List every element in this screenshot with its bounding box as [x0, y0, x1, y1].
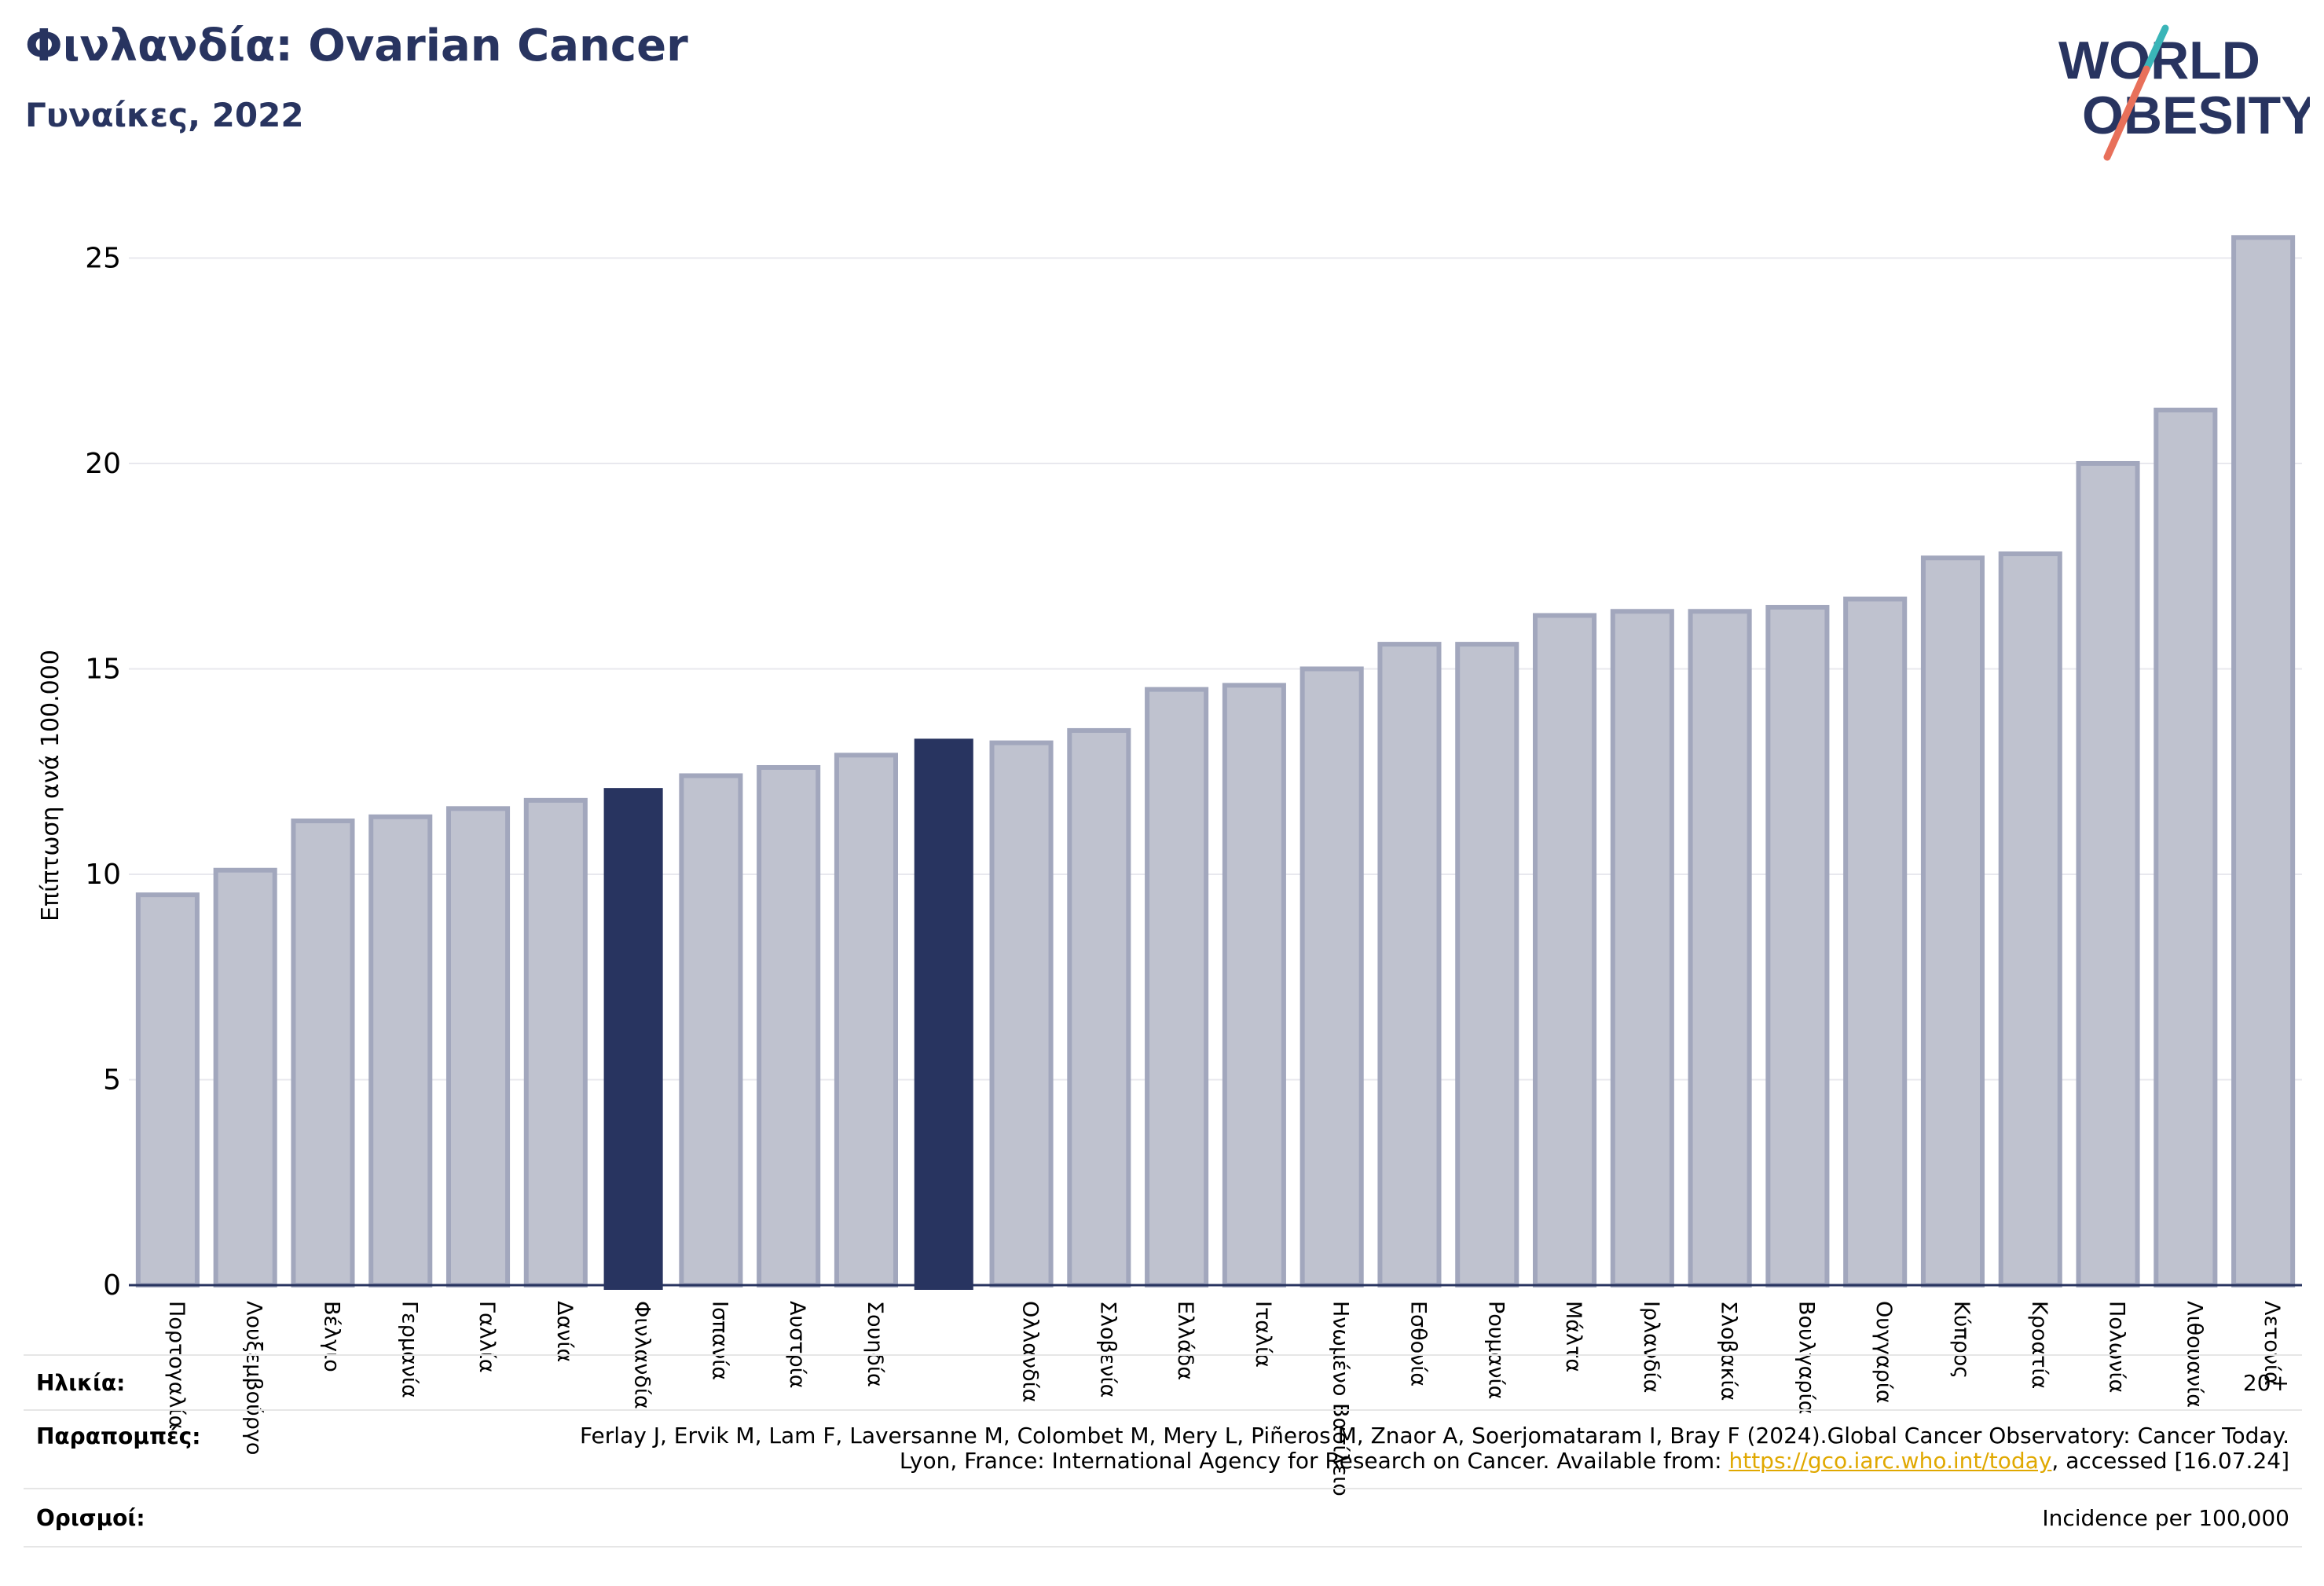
bar-Ολλανδία	[989, 740, 1054, 1287]
footer-divider-top	[24, 1354, 2302, 1356]
bar-Ηνωμένο Βασίλειο	[1299, 666, 1364, 1287]
y-tick-label: 15	[85, 653, 121, 685]
x-tick-label: Κροατία	[2027, 1301, 2051, 1389]
bar-Κύπρος	[1920, 555, 1985, 1287]
bar-Εσθονία	[1377, 642, 1442, 1287]
bar-Βουλγαρία	[1765, 605, 1830, 1287]
y-tick-label: 25	[85, 242, 121, 274]
references-body: Ferlay J, Ervik M, Lam F, Laversanne M, …	[579, 1423, 2289, 1474]
bar-Λετονία	[2231, 235, 2296, 1287]
footer-divider-age	[24, 1409, 2302, 1411]
bar-Σουηδία	[834, 753, 899, 1287]
bar-Ρουμανία	[1455, 642, 1519, 1287]
x-tick-label: Βουλγαρία	[1794, 1301, 1818, 1415]
x-tick-label: Ελλάδα	[1173, 1301, 1197, 1380]
y-tick-label: 10	[85, 859, 121, 891]
world-obesity-logo: WORLD OBESITY	[2058, 24, 2310, 161]
x-tick-label: Γαλλία	[475, 1301, 499, 1373]
bar-Λουξεμβούργο	[213, 867, 277, 1288]
x-tick-label: Ισπανία	[707, 1301, 731, 1380]
x-tick-label: Σλοβακία	[1717, 1301, 1741, 1401]
chart-subtitle: Γυναίκες, 2022	[25, 96, 304, 134]
references-link[interactable]: https://gco.iarc.who.int/today	[1728, 1448, 2052, 1474]
footer-defs-row: Ορισμοί: Incidence per 100,000	[24, 1505, 2302, 1544]
x-tick-label: Ουγγαρία	[1871, 1301, 1896, 1404]
bar-Βέλγιο	[291, 818, 355, 1287]
x-tick-label: Λουξεμβούργο	[242, 1301, 266, 1455]
bar-Σλοβακία	[1688, 609, 1752, 1287]
x-tick-label: Γερμανία	[397, 1301, 421, 1398]
bar-Ελλάδα	[1145, 687, 1209, 1287]
bar-Γερμανία	[368, 814, 433, 1288]
x-tick-label: Εσθονία	[1406, 1301, 1430, 1386]
bar-Σλοβενία	[1067, 727, 1131, 1287]
x-tick-label: Σλοβενία	[1095, 1301, 1120, 1397]
bar-Μάλτα	[1532, 613, 1597, 1287]
x-tick-label: Κύπρος	[1949, 1301, 1974, 1379]
y-tick-label: 0	[103, 1269, 121, 1302]
bar-Λιθουανία	[2154, 407, 2218, 1287]
x-tick-label: Πορτογαλία	[164, 1301, 189, 1429]
y-tick-label: 5	[103, 1064, 121, 1096]
x-tick-label: Ηνωμένο Βασίλειο	[1329, 1301, 1353, 1496]
bar-Αυστρία	[757, 764, 821, 1287]
bar-Κροατία	[1998, 551, 2062, 1287]
x-tick-label: Μάλτα	[1561, 1301, 1585, 1372]
footer-divider-bottom	[24, 1546, 2302, 1548]
x-tick-label: Ολλανδία	[1018, 1301, 1043, 1403]
bar-Ιταλία	[1222, 683, 1286, 1287]
footer-divider-refs	[24, 1488, 2302, 1489]
bar-Πορτογαλία	[135, 892, 200, 1287]
x-tick-label: Ρουμανία	[1483, 1301, 1508, 1399]
bar-Φινλανδία	[603, 788, 663, 1290]
chart-title: Φινλανδία: Ovarian Cancer	[25, 20, 688, 71]
label-layer: 0 5 10 15 20 25 Πορτογαλία Λουξεμβούργο Βέλγιο Γε…	[85, 242, 2284, 1496]
references-label: Παραπομπές:	[36, 1423, 201, 1449]
bar-Γαλλία	[445, 806, 511, 1287]
logo-slash-top	[2143, 24, 2169, 73]
x-tick-label: Βέλγιο	[319, 1301, 343, 1372]
bar-Ουγγαρία	[1843, 596, 1908, 1287]
definitions-value: Incidence per 100,000	[2042, 1505, 2289, 1531]
logo-slash-bottom	[2103, 65, 2150, 161]
x-tick-label: Πολωνία	[2105, 1301, 2129, 1393]
bar-chart: 0 5 10 15 20 25 Πορτογαλία Λουξεμβούργο Βέλγιο Γε…	[37, 235, 2302, 1496]
x-tick-label: Ιταλία	[1251, 1301, 1275, 1368]
bar-Δανία	[523, 797, 588, 1287]
footer-refs-row: Παραπομπές: Ferlay J, Ervik M, Lam F, La…	[24, 1423, 2302, 1486]
bar-layer	[135, 235, 2296, 1290]
definitions-label: Ορισμοί:	[36, 1505, 145, 1531]
bar-unlabeled	[914, 738, 973, 1290]
bar-Πολωνία	[2076, 460, 2140, 1287]
bar-Ισπανία	[679, 773, 743, 1287]
x-tick-label: Σουηδία	[863, 1301, 887, 1387]
x-tick-label: Αυστρία	[785, 1301, 809, 1389]
age-value: 20+	[2242, 1370, 2289, 1396]
x-tick-label: Ιρλανδία	[1639, 1301, 1663, 1393]
y-axis-label: Επίπτωση ανά 100.000	[37, 650, 64, 921]
y-tick-label: 20	[85, 448, 121, 480]
bar-Ιρλανδία	[1610, 609, 1674, 1287]
x-tick-label: Λετονία	[2260, 1301, 2284, 1386]
age-label: Ηλικία:	[36, 1370, 126, 1396]
footer-age-row: Ηλικία: 20+	[24, 1370, 2302, 1409]
references-text: Ferlay J, Ervik M, Lam F, Laversanne M, …	[561, 1423, 2289, 1474]
references-suffix: , accessed [16.07.24]	[2051, 1448, 2289, 1474]
x-tick-label: Δανία	[552, 1301, 577, 1362]
